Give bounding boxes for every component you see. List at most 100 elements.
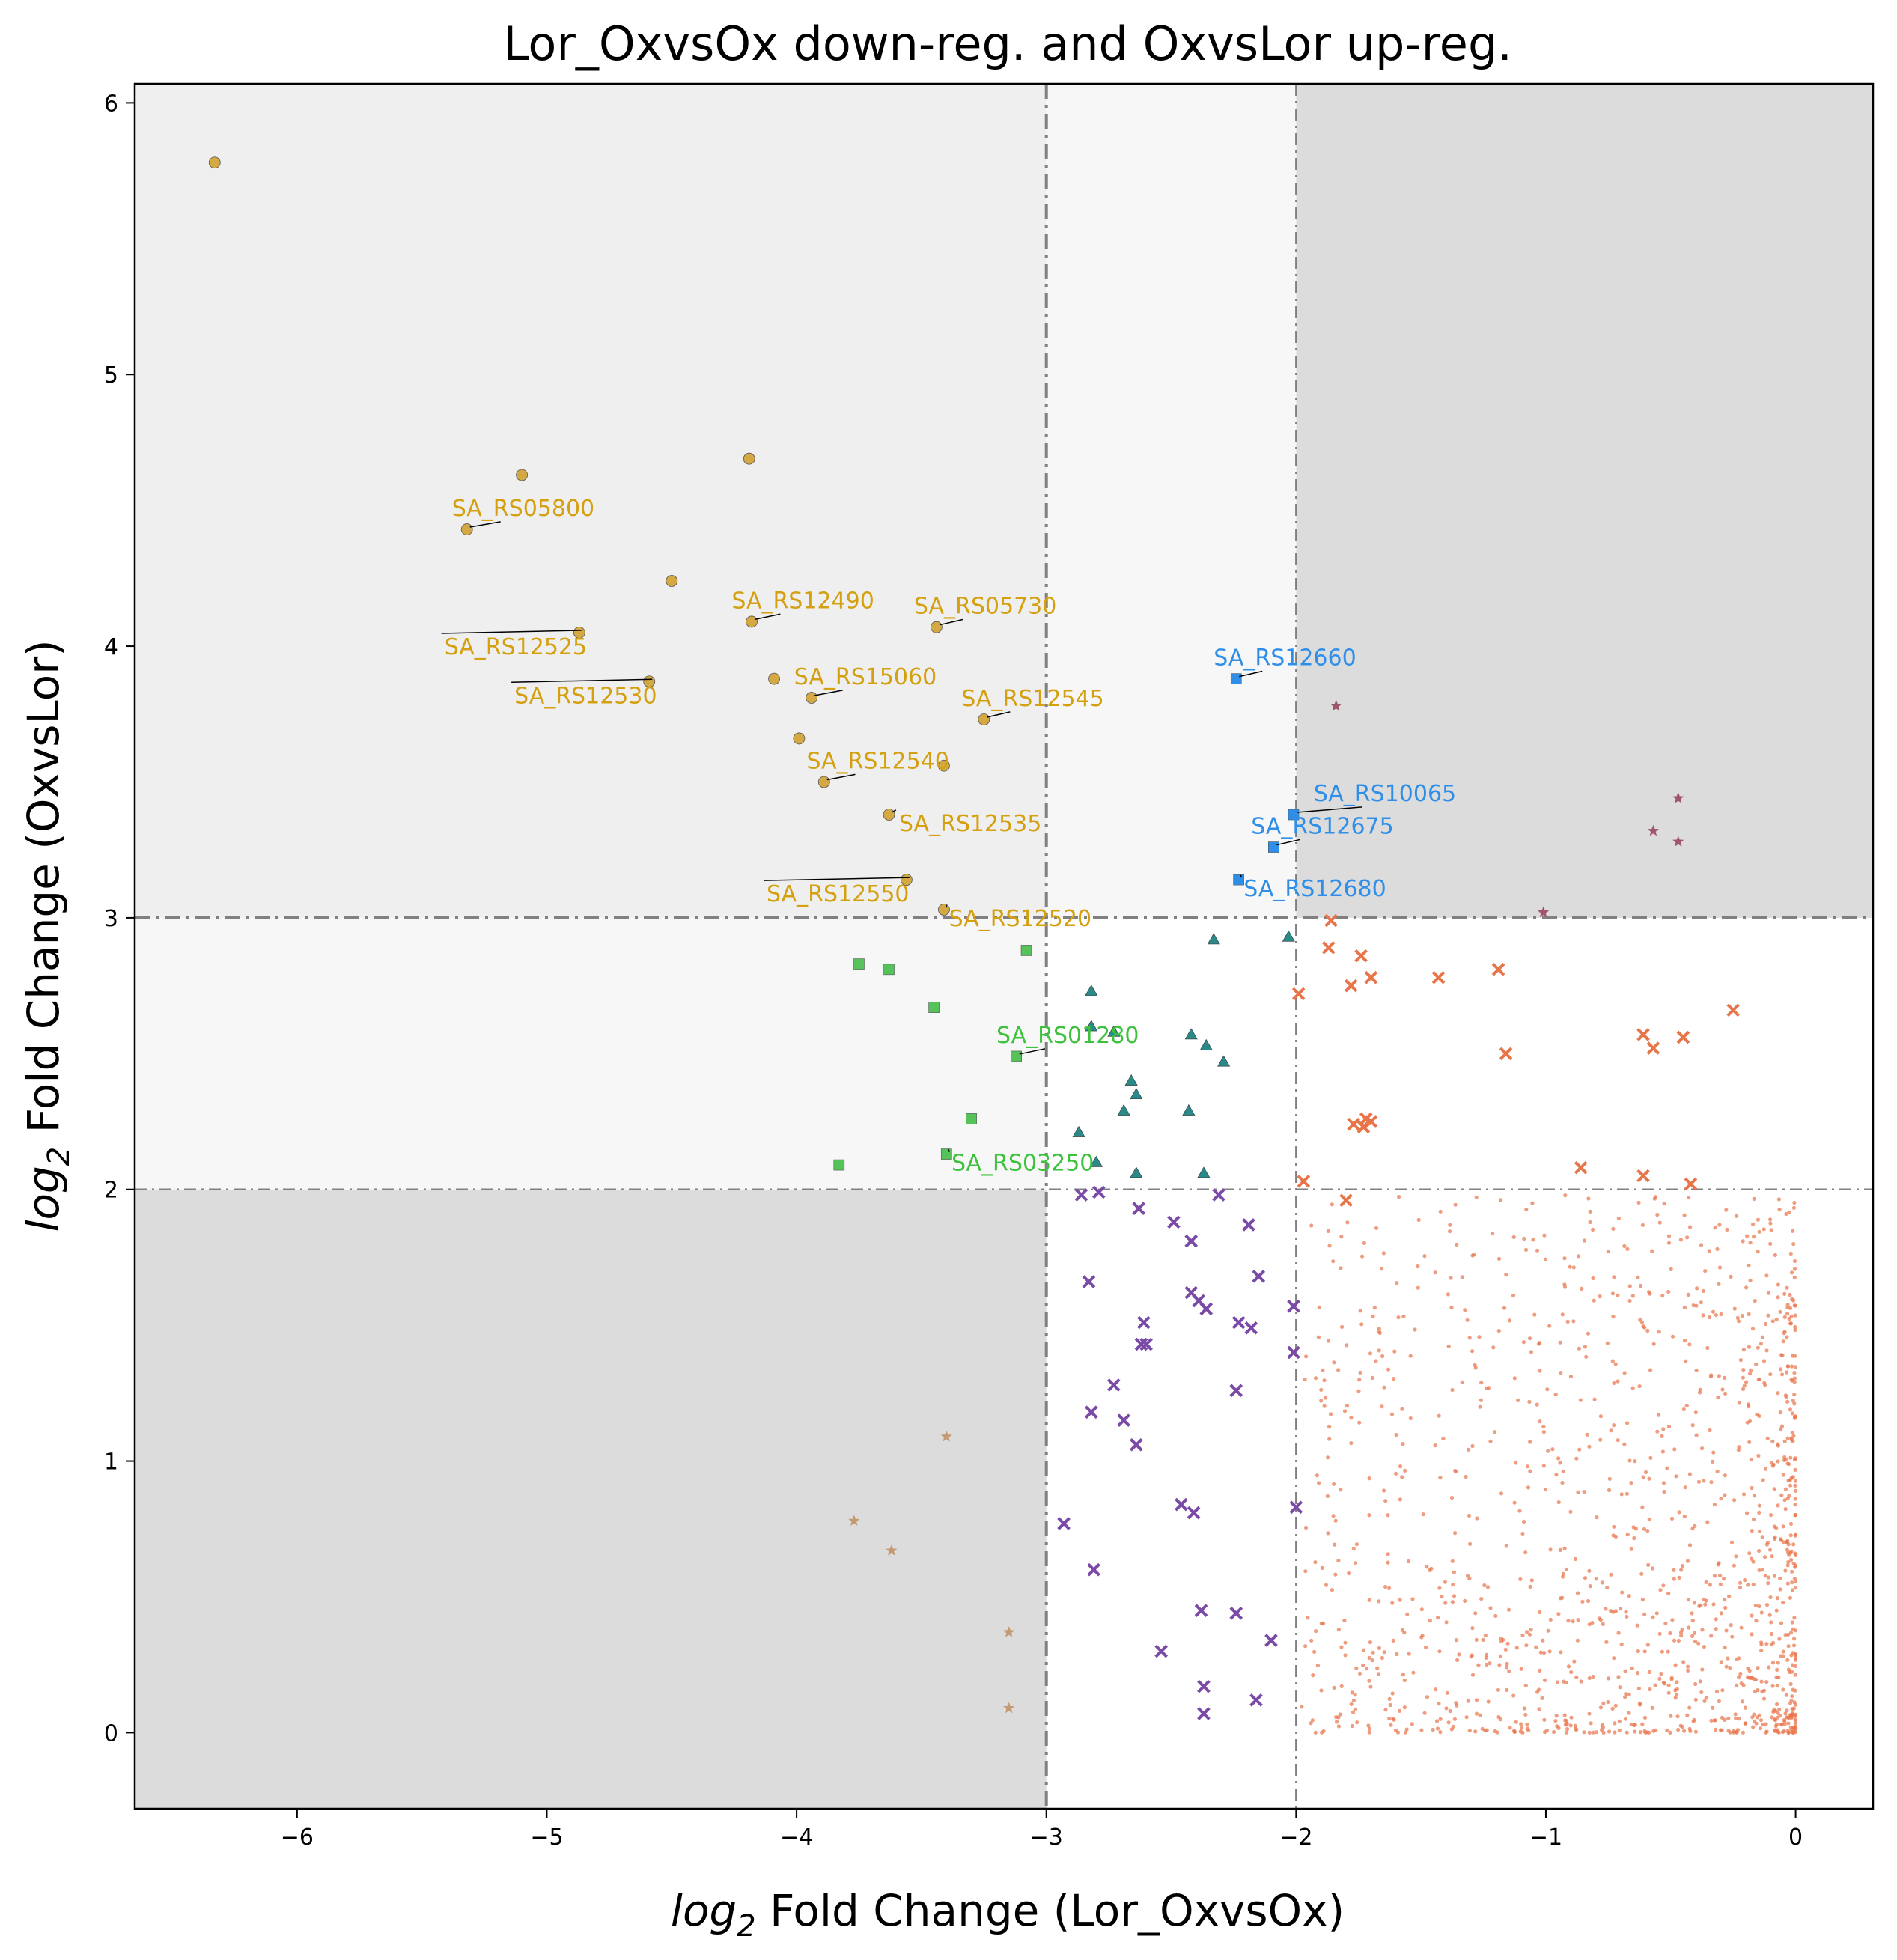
background-point: [1782, 1458, 1787, 1462]
data-point: [1130, 1166, 1143, 1178]
background-point: [1321, 1621, 1326, 1626]
background-point: [1685, 1559, 1690, 1563]
background-point: [1662, 1202, 1666, 1206]
data-point: [1085, 1020, 1098, 1032]
background-point: [1673, 1663, 1678, 1667]
x-tick-label: −1: [1529, 1824, 1562, 1851]
background-point: [1747, 1404, 1751, 1409]
background-point: [1781, 1473, 1785, 1477]
background-point: [1757, 1568, 1762, 1573]
background-point: [1781, 1600, 1785, 1605]
background-point: [1467, 1336, 1472, 1340]
background-point: [1655, 1212, 1660, 1217]
background-point: [1723, 1646, 1727, 1650]
background-point: [1722, 1577, 1726, 1581]
background-point: [1760, 1535, 1764, 1539]
background-point: [1317, 1305, 1321, 1309]
background-point: [1742, 1384, 1747, 1388]
background-point: [1359, 1322, 1364, 1327]
background-point: [1434, 1687, 1438, 1692]
background-point: [1793, 1722, 1797, 1726]
background-point: [1636, 1686, 1641, 1690]
background-point: [1377, 1330, 1382, 1336]
background-point: [1690, 1619, 1695, 1623]
data-point: [1194, 1604, 1208, 1617]
background-point: [1748, 1419, 1753, 1423]
background-point: [1790, 1580, 1794, 1585]
background-point: [1681, 1660, 1686, 1664]
background-point: [1746, 1583, 1750, 1587]
background-point: [1619, 1607, 1623, 1611]
background-point: [1397, 1195, 1401, 1199]
background-point: [1744, 1721, 1748, 1726]
background-point: [1466, 1699, 1470, 1703]
background-point: [1756, 1250, 1760, 1254]
background-point: [1591, 1276, 1595, 1281]
background-point: [1741, 1375, 1745, 1380]
data-point: [1344, 979, 1358, 993]
background-point: [1709, 1480, 1714, 1485]
background-point: [1745, 1234, 1750, 1238]
background-point: [1748, 1372, 1753, 1376]
background-point: [1709, 1634, 1714, 1638]
background-point: [1520, 1633, 1525, 1637]
background-point: [1720, 1387, 1725, 1392]
background-point: [1591, 1730, 1595, 1735]
background-point: [1781, 1524, 1785, 1529]
background-point: [1448, 1229, 1452, 1234]
background-point: [1785, 1364, 1791, 1369]
background-point: [1502, 1306, 1507, 1310]
annotation-leader-line: [814, 690, 843, 696]
background-point: [1547, 1649, 1552, 1654]
background-point: [1361, 1663, 1365, 1668]
background-point: [1371, 1650, 1375, 1655]
background-point: [1389, 1412, 1395, 1416]
background-point: [1613, 1721, 1617, 1726]
background-point: [1735, 1683, 1739, 1687]
background-point: [1449, 1495, 1455, 1500]
background-point: [1531, 1238, 1535, 1242]
background-point: [1769, 1461, 1773, 1465]
background-point: [1434, 1719, 1440, 1723]
background-point: [1711, 1450, 1716, 1455]
data-point: [1282, 930, 1295, 942]
background-point: [1651, 1615, 1655, 1619]
background-point: [1688, 1225, 1693, 1229]
data-point: [1364, 970, 1378, 984]
annotation-leader-line: [987, 711, 1011, 718]
background-point: [1339, 1266, 1343, 1270]
background-point: [1750, 1613, 1754, 1618]
background-point: [1714, 1617, 1718, 1622]
background-point: [1630, 1666, 1634, 1670]
background-point: [1375, 1666, 1380, 1670]
background-point: [1785, 1581, 1790, 1586]
background-point: [1647, 1476, 1651, 1481]
background-point: [1633, 1527, 1638, 1531]
background-point: [1332, 1360, 1336, 1365]
data-point: [208, 156, 221, 169]
background-point: [1613, 1703, 1618, 1708]
background-point: [1607, 1488, 1612, 1492]
background-point: [1707, 1315, 1712, 1320]
background-point: [1675, 1680, 1679, 1684]
background-point: [1569, 1670, 1574, 1675]
background-point: [1729, 1540, 1735, 1544]
background-point: [1770, 1554, 1774, 1559]
background-point: [1554, 1714, 1559, 1718]
background-point: [1511, 1693, 1516, 1698]
background-point: [1734, 1554, 1738, 1559]
background-point: [1789, 1378, 1794, 1382]
background-point: [1383, 1708, 1388, 1712]
background-point: [1715, 1469, 1720, 1474]
background-point: [1764, 1642, 1769, 1646]
data-point: [1057, 1517, 1071, 1530]
background-point: [1744, 1380, 1749, 1384]
data-point: [1264, 1634, 1278, 1647]
background-point: [1793, 1664, 1797, 1668]
background-point: [1778, 1714, 1782, 1718]
background-point: [1756, 1378, 1761, 1382]
background-point: [1541, 1638, 1545, 1643]
background-point: [1595, 1730, 1599, 1735]
background-point: [1789, 1557, 1794, 1562]
background-point: [1498, 1654, 1503, 1658]
